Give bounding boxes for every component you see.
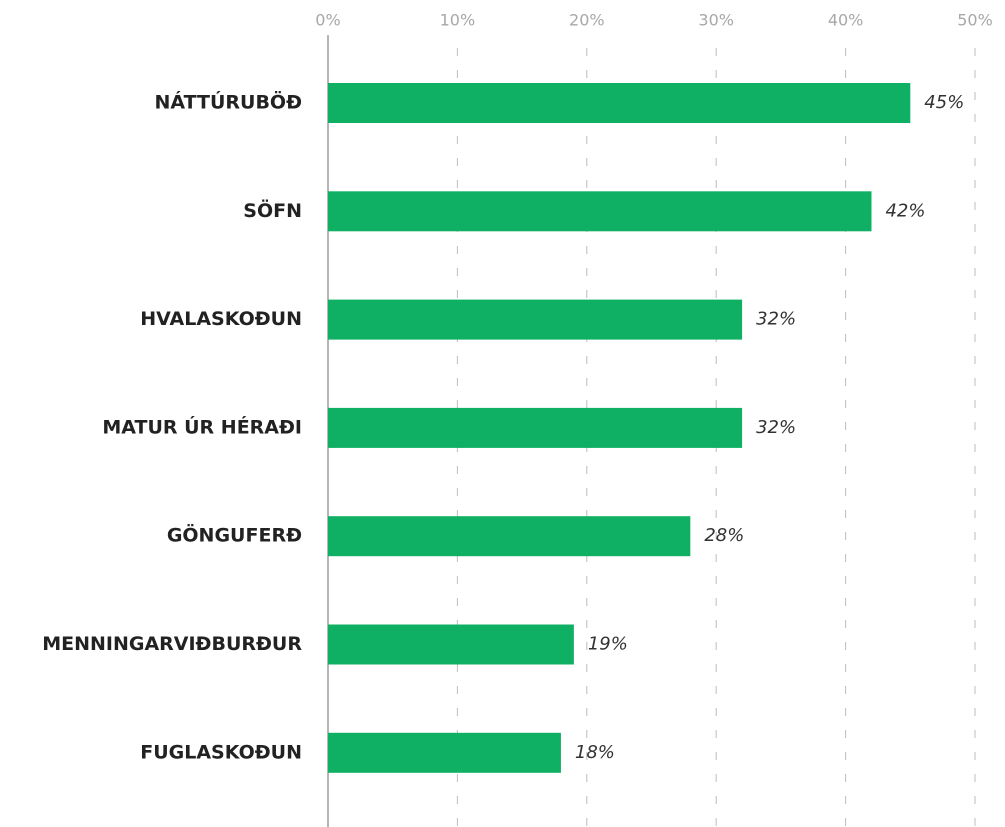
category-label: HVALASKOÐUN	[140, 308, 302, 330]
value-label: 28%	[704, 525, 744, 546]
category-label: NÁTTÚRUBÖÐ	[154, 90, 302, 114]
x-tick-label: 40%	[828, 11, 864, 30]
value-label: 18%	[575, 742, 615, 763]
x-tick-label: 10%	[440, 11, 476, 30]
value-label: 32%	[756, 417, 796, 438]
bar	[328, 516, 691, 557]
x-tick-label: 20%	[569, 11, 605, 30]
bar	[328, 299, 743, 340]
bar	[328, 83, 911, 123]
x-tick-label: 30%	[698, 11, 734, 30]
bar	[328, 624, 574, 665]
category-label: SÖFN	[243, 198, 302, 222]
value-label: 19%	[588, 634, 628, 655]
bar	[328, 191, 872, 232]
category-label: FUGLASKOÐUN	[140, 741, 302, 763]
bar	[328, 407, 743, 448]
category-label: MATUR ÚR HÉRAÐI	[102, 414, 302, 438]
value-label: 32%	[756, 309, 796, 330]
value-label: 45%	[924, 92, 964, 113]
value-label: 42%	[885, 200, 925, 221]
x-tick-label: 50%	[957, 11, 993, 30]
category-label: GÖNGUFERÐ	[167, 523, 302, 547]
category-label: MENNINGARVIÐBURÐUR	[42, 633, 302, 655]
bar	[328, 732, 561, 773]
x-tick-label: 0%	[315, 11, 340, 30]
